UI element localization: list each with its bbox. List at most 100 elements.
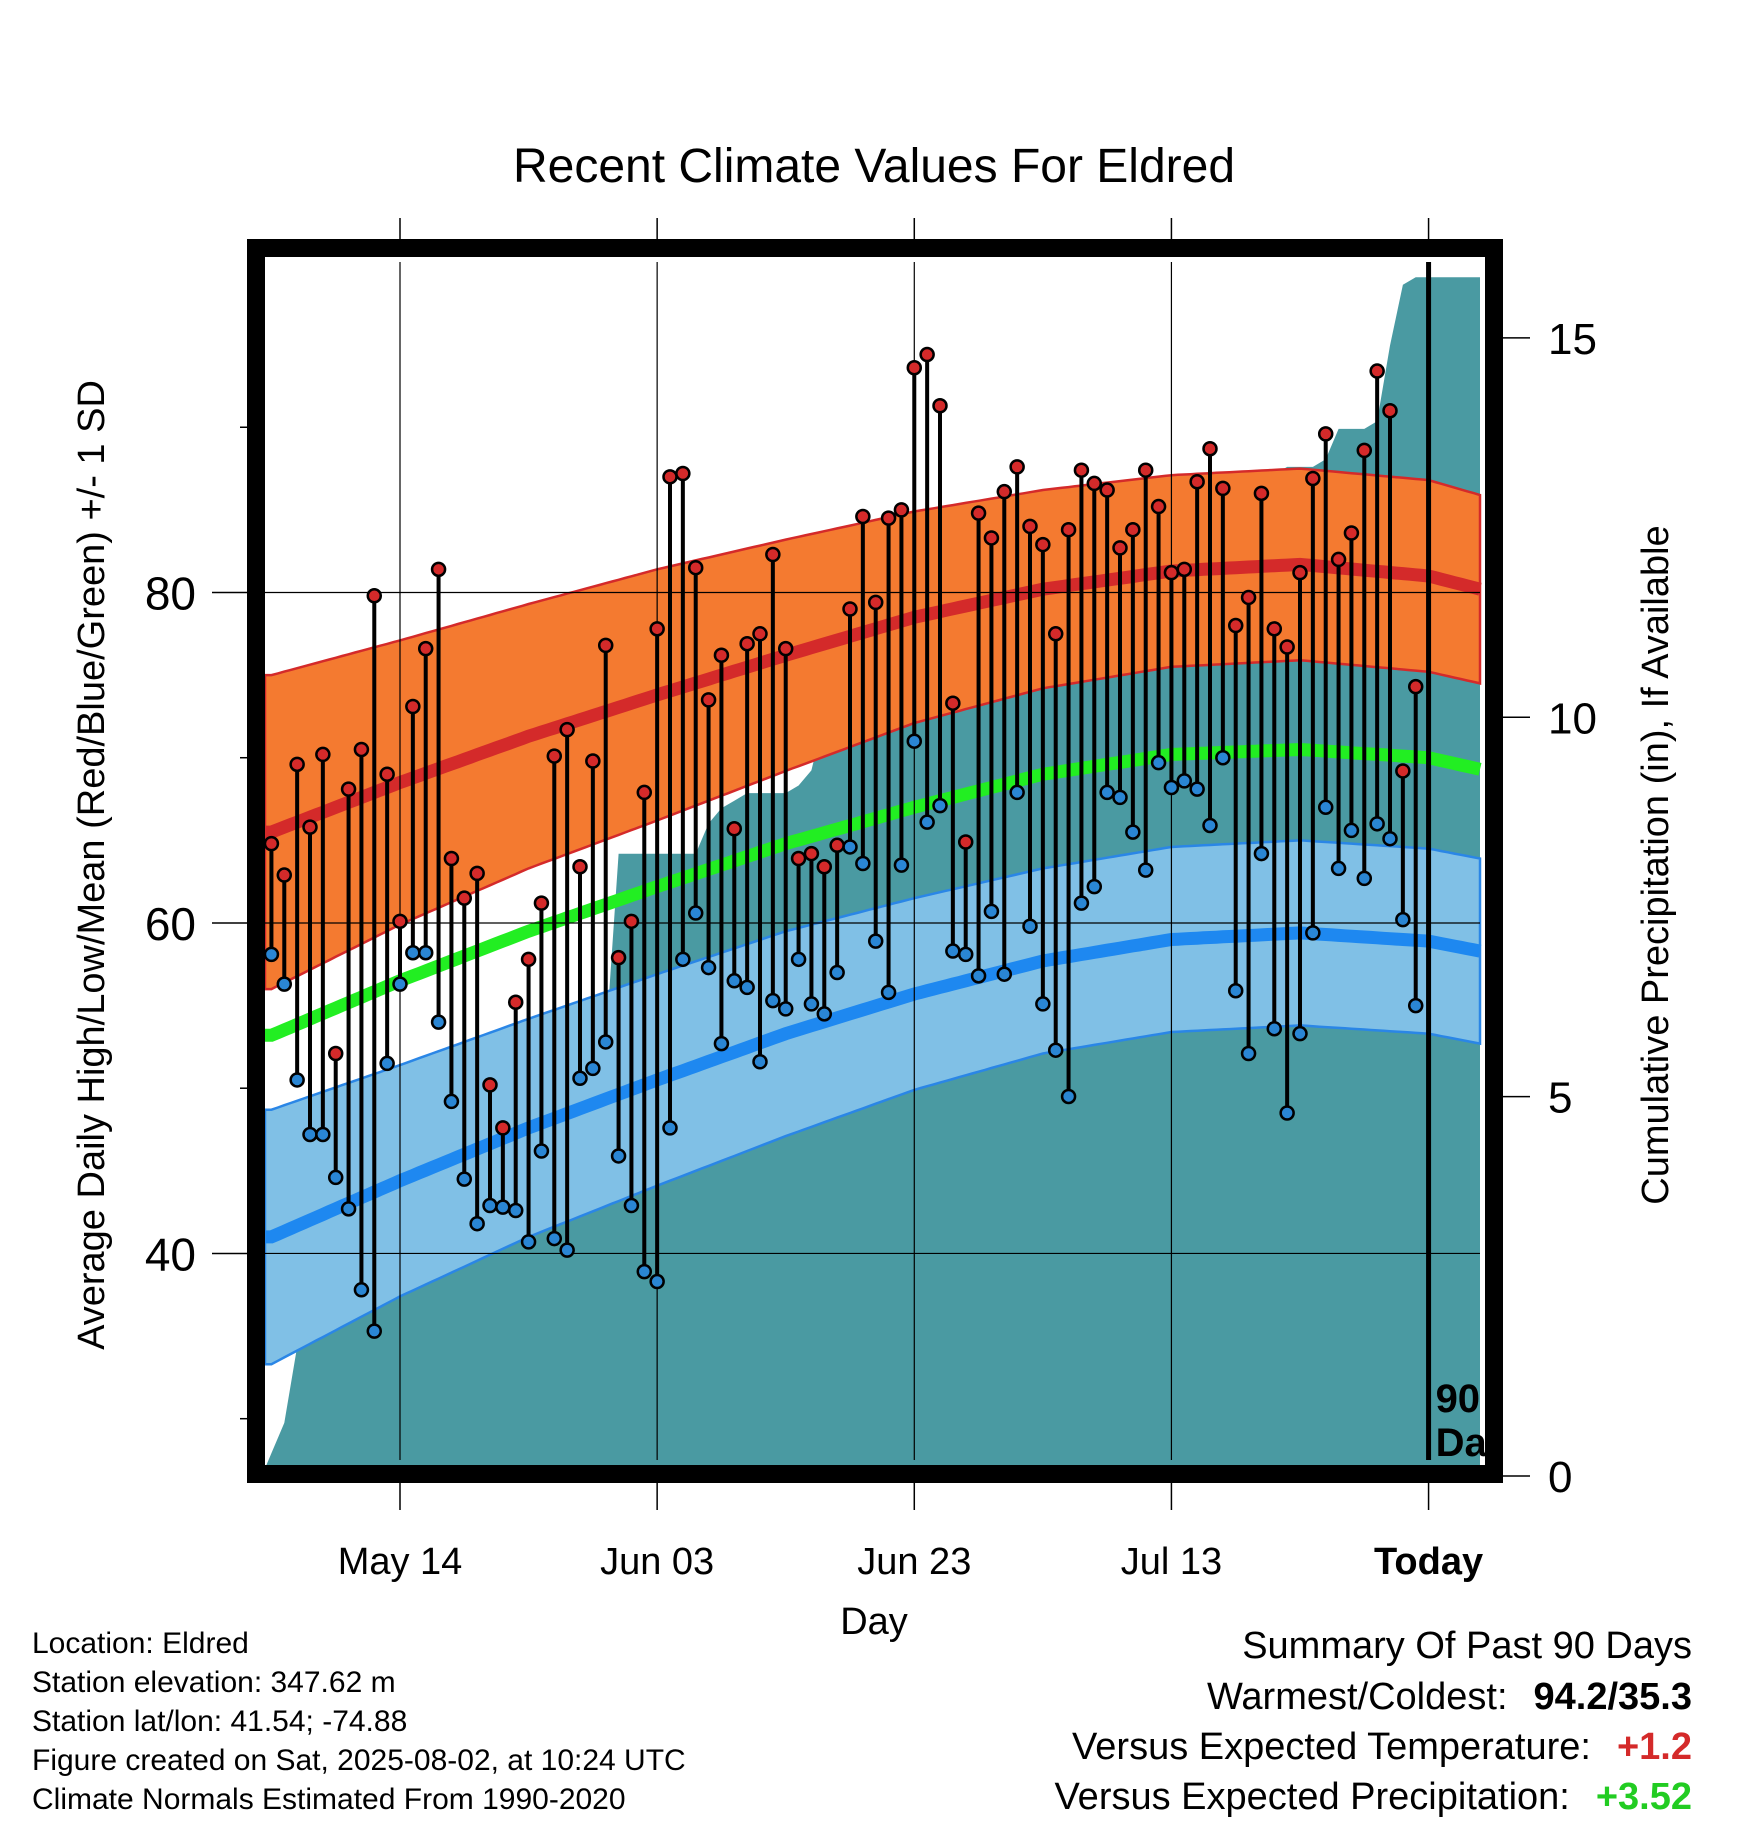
low-temp-point xyxy=(1240,1045,1257,1062)
high-temp-point xyxy=(932,398,948,414)
low-temp-point xyxy=(777,1001,794,1017)
low-temp-point xyxy=(739,979,755,996)
high-temp-point xyxy=(1407,678,1424,695)
low-temp-point xyxy=(456,1171,473,1187)
high-temp-point xyxy=(1317,426,1334,442)
low-temp-point xyxy=(507,1202,524,1219)
x-tick-label: Jul 13 xyxy=(1121,1541,1222,1583)
high-temp-point xyxy=(1047,626,1064,642)
low-temp-point xyxy=(765,992,781,1009)
high-temp-point xyxy=(597,637,614,654)
station-location: Location: Eldred xyxy=(32,1627,249,1660)
low-temp-point xyxy=(1035,996,1051,1012)
low-temp-point xyxy=(1317,799,1334,816)
high-temp-point xyxy=(662,469,678,485)
low-temp-point xyxy=(1215,749,1231,766)
low-temp-point xyxy=(1099,784,1115,801)
high-temp-point xyxy=(392,913,408,930)
climate-normals-layer xyxy=(263,467,1482,1366)
high-temp-point xyxy=(765,546,781,563)
high-temp-point xyxy=(623,913,640,930)
summary-temp-row: Versus Expected Temperature: +1.2 xyxy=(1054,1722,1692,1772)
high-temp-point xyxy=(1253,485,1270,502)
low-temp-point xyxy=(623,1197,640,1214)
axes: May 14 Jun 03 Jun 23 Jul 13 Today 40 60 80 0 5 10 1… xyxy=(145,218,1597,1583)
y-tick-label: 40 xyxy=(145,1228,196,1280)
high-temp-point xyxy=(572,859,588,875)
high-temp-point xyxy=(880,510,897,526)
low-temp-point xyxy=(276,976,293,992)
low-temp-point xyxy=(366,1323,383,1339)
high-temp-point xyxy=(945,695,961,711)
high-temp-point xyxy=(906,360,923,376)
high-temp-point xyxy=(1137,462,1154,478)
high-temp-point xyxy=(1240,589,1257,606)
low-temp-point xyxy=(662,1120,678,1136)
y2-tick-label: 0 xyxy=(1548,1453,1572,1502)
high-temp-point xyxy=(1073,462,1090,478)
today-marker-label-count: 90 xyxy=(1436,1377,1481,1421)
high-temp-point xyxy=(1086,475,1103,492)
summary-precip-row: Versus Expected Precipitation: +3.52 xyxy=(1054,1772,1692,1822)
low-temp-point xyxy=(610,1148,627,1164)
low-temp-point xyxy=(1163,779,1180,796)
high-temp-point xyxy=(739,635,755,652)
high-temp-point xyxy=(1112,540,1128,556)
low-temp-point xyxy=(495,1199,511,1215)
low-temp-point xyxy=(1060,1088,1077,1105)
low-temp-point xyxy=(443,1093,460,1110)
low-temp-point xyxy=(1112,789,1128,806)
low-temp-point xyxy=(1356,870,1373,887)
high-temp-point xyxy=(1125,521,1141,538)
low-temp-point xyxy=(263,946,280,963)
high-temp-point xyxy=(1382,402,1398,419)
low-temp-point xyxy=(469,1215,485,1232)
high-temp-point xyxy=(1356,442,1373,459)
warmest-coldest-value: 94.2/35.3 xyxy=(1533,1676,1692,1718)
high-temp-point xyxy=(1292,564,1308,581)
station-elevation: Station elevation: 347.62 m xyxy=(32,1666,396,1699)
low-temp-point xyxy=(1292,1025,1308,1042)
high-temp-point xyxy=(1163,564,1180,581)
high-temp-point xyxy=(996,483,1013,500)
high-temp-point xyxy=(1343,525,1360,541)
low-temp-point xyxy=(1073,895,1090,911)
high-temp-point xyxy=(893,502,910,518)
low-temp-point xyxy=(405,944,421,961)
y-tick-label: 60 xyxy=(145,898,196,950)
low-temp-point xyxy=(842,839,858,855)
low-temp-point xyxy=(996,966,1013,982)
high-temp-point xyxy=(867,594,884,611)
low-temp-point xyxy=(1382,830,1398,847)
figure-created: Figure created on Sat, 2025-08-02, at 10… xyxy=(32,1744,686,1777)
summary-title: Summary Of Past 90 Days xyxy=(1242,1625,1692,1667)
low-temp-point xyxy=(289,1072,305,1088)
high-temp-point xyxy=(829,837,845,854)
high-temp-point xyxy=(379,766,395,782)
high-temp-point xyxy=(1202,440,1218,457)
low-temp-point xyxy=(1253,845,1270,862)
low-temp-point xyxy=(430,1014,447,1030)
low-temp-point xyxy=(636,1263,653,1280)
high-temp-point xyxy=(289,756,305,773)
summary-warmest-row: Warmest/Coldest: 94.2/35.3 xyxy=(1054,1672,1692,1722)
high-temp-point xyxy=(1369,363,1385,379)
high-temp-point xyxy=(752,626,768,642)
low-temp-point xyxy=(1369,816,1385,832)
summary-panel: Summary Of Past 90 Days Warmest/Coldest:… xyxy=(1054,1620,1692,1822)
x-tick-label: Jun 23 xyxy=(857,1541,971,1583)
high-temp-point xyxy=(315,746,331,763)
high-temp-point xyxy=(1266,621,1283,637)
normal-high-line xyxy=(265,557,1482,839)
high-temp-point xyxy=(713,647,730,664)
high-temp-point xyxy=(430,561,447,578)
low-temp-point xyxy=(932,797,948,814)
high-temp-point xyxy=(1189,474,1205,490)
high-temp-point xyxy=(443,850,460,867)
low-temp-point xyxy=(353,1282,370,1298)
high-temp-point xyxy=(726,821,743,837)
low-temp-point xyxy=(572,1070,588,1087)
low-temp-point xyxy=(867,933,884,949)
low-temp-point xyxy=(1189,781,1205,797)
low-temp-point xyxy=(1086,878,1103,895)
